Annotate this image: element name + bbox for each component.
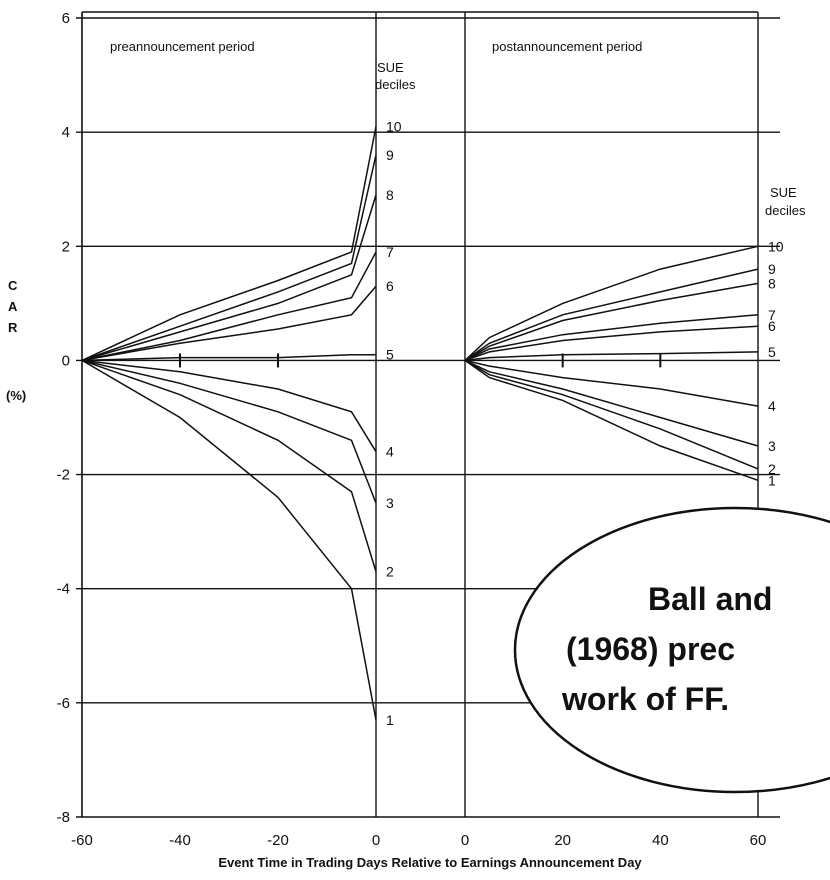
- series-line-0-decile-6: [81, 285, 377, 362]
- y-tick-label-2: 2: [62, 238, 70, 255]
- y-axis-label-c: C: [8, 278, 18, 293]
- y-tick-label-6: -6: [57, 695, 70, 712]
- series-line-1-decile-5: [464, 351, 759, 362]
- decile-label-1-5: 5: [768, 344, 776, 360]
- panel-title-pre: preannouncement period: [110, 39, 255, 54]
- x-tick-label-1-1: 20: [554, 832, 571, 849]
- y-tick-label-4: -2: [57, 467, 70, 484]
- decile-label-0-4: 4: [386, 444, 394, 460]
- decile-label-1-10: 10: [768, 238, 784, 254]
- x-axis-label: Event Time in Trading Days Relative to E…: [218, 855, 642, 870]
- y-axis-unit: (%): [6, 388, 26, 403]
- panel-title-post: postannouncement period: [492, 39, 642, 54]
- decile-label-0-3: 3: [386, 495, 394, 511]
- y-tick-label-5: -4: [57, 581, 70, 598]
- decile-label-1-1: 1: [768, 472, 776, 488]
- series-line-0-decile-5: [81, 353, 376, 362]
- y-tick-label-7: -8: [57, 809, 70, 826]
- grid-layer: [76, 17, 780, 818]
- series-line-0-decile-4: [81, 359, 377, 453]
- decile-label-1-6: 6: [768, 318, 776, 334]
- series-line-1-decile-3: [464, 359, 759, 447]
- callout-ellipse: [513, 506, 830, 794]
- decile-label-1-2: 2: [768, 461, 776, 477]
- decile-header-post-2: deciles: [765, 203, 806, 218]
- callout-line-3: work of FF.: [561, 681, 729, 717]
- y-tick-label-0: 6: [62, 10, 70, 27]
- decile-label-1-9: 9: [768, 261, 776, 277]
- series-line-0-decile-10: [81, 126, 377, 362]
- x-tick-label-1-0: 0: [461, 832, 469, 849]
- callout-line-1: Ball and: [648, 581, 772, 617]
- y-axis-label-a: A: [8, 299, 18, 314]
- x-tick-label-0-3: 0: [372, 832, 380, 849]
- series-line-0-decile-9: [81, 154, 377, 362]
- decile-header-pre-1: SUE: [377, 60, 404, 75]
- decile-label-0-10: 10: [386, 118, 402, 134]
- series-line-0-decile-8: [81, 194, 377, 362]
- callout-line-2: (1968) prec: [566, 631, 735, 667]
- y-axis-label-r: R: [8, 320, 18, 335]
- decile-header-pre-2: deciles: [375, 77, 416, 92]
- decile-label-0-1: 1: [386, 712, 394, 728]
- series-line-1-decile-2: [464, 359, 759, 470]
- series-line-0-decile-1: [81, 359, 377, 721]
- series-line-0-decile-7: [81, 251, 377, 362]
- y-tick-labels: 6 4 2 0 -2 -4 -6 -8: [57, 10, 70, 826]
- x-tick-label-0-1: -40: [169, 832, 191, 849]
- series-line-1-decile-1: [464, 359, 759, 482]
- y-tick-label-1: 4: [62, 124, 70, 141]
- y-tick-label-3: 0: [62, 352, 70, 369]
- decile-label-0-8: 8: [386, 187, 394, 203]
- decile-label-0-6: 6: [386, 278, 394, 294]
- series-line-1-decile-7: [464, 314, 759, 362]
- series-line-1-decile-6: [464, 325, 759, 362]
- x-tick-labels: -60 -40 -20 0 0 20 40 60: [71, 832, 766, 849]
- decile-label-1-7: 7: [768, 307, 776, 323]
- series-line-1-decile-10: [464, 245, 759, 361]
- series-line-1-decile-4: [464, 359, 759, 407]
- decile-label-0-2: 2: [386, 564, 394, 580]
- decile-label-0-9: 9: [386, 147, 394, 163]
- callout-bubble: Ball and (1968) prec work of FF.: [513, 506, 830, 794]
- decile-label-1-3: 3: [768, 438, 776, 454]
- x-tick-label-1-2: 40: [652, 832, 669, 849]
- decile-header-post-1: SUE: [770, 185, 797, 200]
- decile-label-0-5: 5: [386, 347, 394, 363]
- decile-label-1-8: 8: [768, 275, 776, 291]
- decile-label-1-4: 4: [768, 398, 776, 414]
- series-layer: [81, 126, 759, 721]
- series-line-0-decile-2: [81, 359, 377, 572]
- decile-label-0-7: 7: [386, 244, 394, 260]
- x-tick-label-0-0: -60: [71, 832, 93, 849]
- series-line-1-decile-8: [464, 282, 759, 362]
- x-tick-label-0-2: -20: [267, 832, 289, 849]
- x-tick-label-1-3: 60: [750, 832, 767, 849]
- series-line-0-decile-3: [81, 359, 377, 504]
- series-line-1-decile-9: [464, 268, 759, 362]
